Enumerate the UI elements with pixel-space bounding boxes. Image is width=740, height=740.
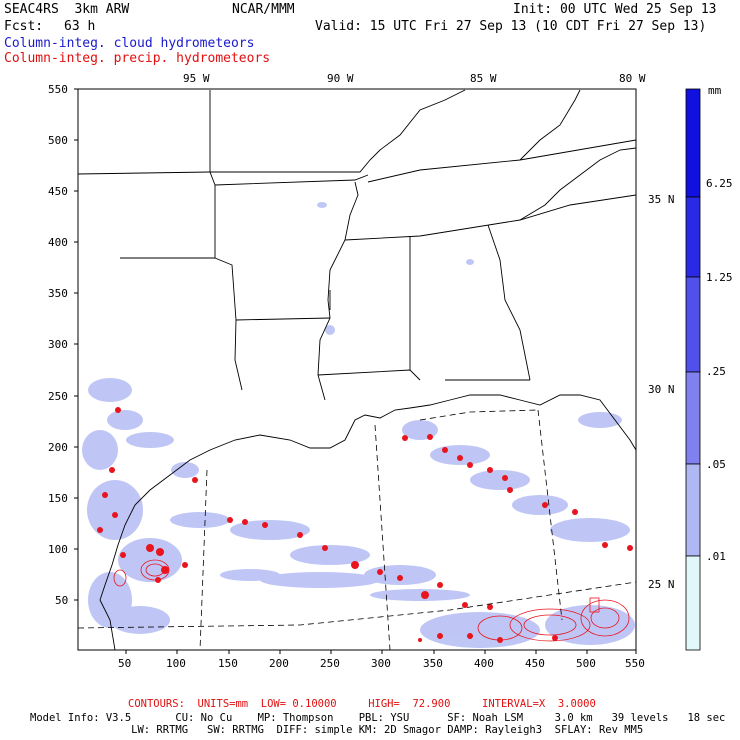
x-tick-label: 400 [474, 657, 494, 670]
x-tick-label: 300 [371, 657, 391, 670]
map-boundaries [78, 89, 636, 650]
colorbar-label: .25 [706, 365, 726, 378]
colorbar [685, 88, 701, 651]
y-tick-label: 350 [48, 287, 68, 300]
y-tick-label: 300 [48, 338, 68, 351]
valid-time: Valid: 15 UTC Fri 27 Sep 13 (10 CDT Fri … [315, 19, 707, 34]
y-tick-label: 100 [48, 543, 68, 556]
org-title: NCAR/MMM [232, 2, 295, 17]
y-tick-label: 50 [55, 594, 69, 607]
x-tick-label: 250 [320, 657, 340, 670]
cloud-field-title: Column-integ. cloud hydrometeors [4, 36, 255, 51]
x-tick-label: 350 [423, 657, 443, 670]
latlon-grid [78, 409, 636, 650]
x-tick-label: 200 [269, 657, 289, 670]
lat-label-25n: 25 N [648, 578, 675, 591]
lat-label-30n: 30 N [648, 383, 675, 396]
model-title: SEAC4RS 3km ARW [4, 2, 130, 17]
lon-label-85w: 85 W [470, 72, 497, 85]
colorbar-label: 1.25 [706, 271, 733, 284]
forecast-hours: 63 h [64, 19, 96, 34]
colorbar-label: .05 [706, 458, 726, 471]
x-tick-label: 100 [166, 657, 186, 670]
precip-hydrometeor-cells [97, 407, 633, 643]
x-tick-label: 550 [625, 657, 645, 670]
x-tick-label: 50 [118, 657, 132, 670]
axis-ticks [74, 88, 637, 654]
y-tick-label: 200 [48, 441, 68, 454]
lon-label-90w: 90 W [327, 72, 354, 85]
y-tick-label: 150 [48, 492, 68, 505]
model-info-line1: Model Info: V3.5 CU: No Cu MP: Thompson … [30, 712, 726, 724]
lat-label-35n: 35 N [648, 193, 675, 206]
precip-field-title: Column-integ. precip. hydrometeors [4, 51, 271, 66]
contour-info: CONTOURS: UNITS=mm LOW= 0.10000 HIGH= 72… [128, 698, 596, 710]
model-info-line2: LW: RRTMG SW: RRTMG DIFF: simple KM: 2D … [30, 724, 644, 736]
x-tick-label: 500 [576, 657, 596, 670]
colorbar-unit: mm [708, 84, 722, 97]
x-tick-label: 450 [525, 657, 545, 670]
y-tick-label: 450 [48, 185, 68, 198]
lon-label-80w: 80 W [619, 72, 646, 85]
lon-label-95w: 95 W [183, 72, 210, 85]
init-time: Init: 00 UTC Wed 25 Sep 13 [513, 2, 717, 17]
y-tick-label: 250 [48, 390, 68, 403]
y-tick-label: 400 [48, 236, 68, 249]
y-tick-label: 500 [48, 134, 68, 147]
precip-contours [113, 559, 630, 642]
colorbar-label: 6.25 [706, 177, 733, 190]
y-tick-label: 550 [48, 83, 68, 96]
x-tick-label: 150 [218, 657, 238, 670]
colorbar-label: .01 [706, 550, 726, 563]
forecast-label: Fcst: [4, 19, 44, 34]
